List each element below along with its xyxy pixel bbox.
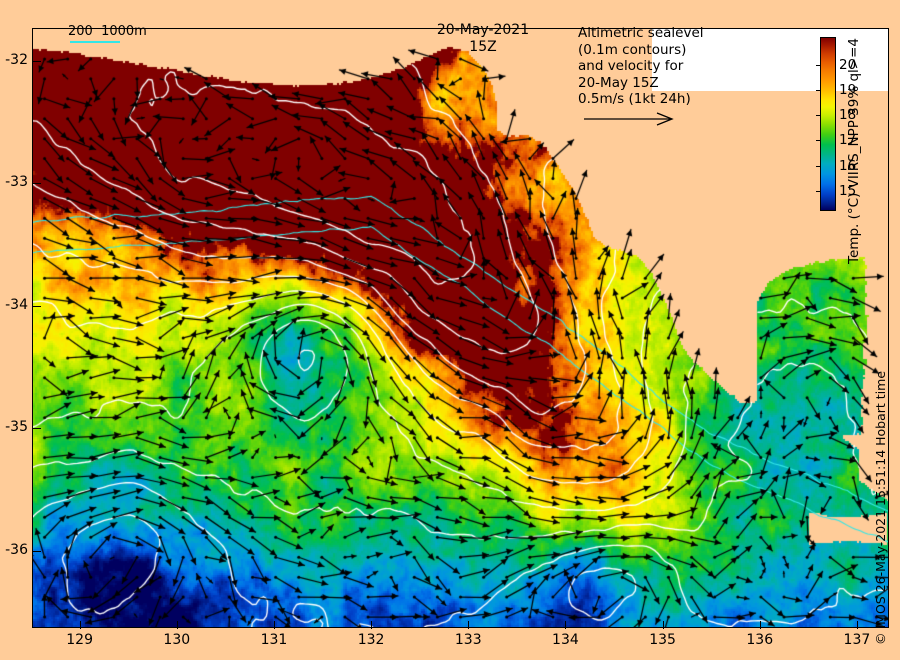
lon-tick <box>662 621 664 629</box>
lat-tick <box>33 428 41 430</box>
colorbar-tick-label: 19 <box>839 81 857 98</box>
lat-tick-label: -36 <box>5 542 28 559</box>
lon-tick <box>176 621 178 629</box>
lon-tick-label: 137 <box>843 632 871 648</box>
lon-tick <box>371 621 373 629</box>
colorbar-tick-label: 15 <box>839 182 857 199</box>
lat-tick <box>33 183 41 185</box>
lat-tick <box>33 60 41 62</box>
colorbar-tick-label: 17 <box>839 132 857 149</box>
lon-tick-label: 129 <box>66 632 93 648</box>
lon-tick-label: 135 <box>649 632 676 648</box>
lon-tick-label: 130 <box>163 632 191 648</box>
copyright-credit: © IMOS 26-May-2021 15:51:14 Hobart time <box>873 370 888 645</box>
lat-tick <box>33 305 41 307</box>
colorbar-tick <box>816 89 821 91</box>
lon-tick-label: 136 <box>746 632 774 648</box>
map-plot-area[interactable] <box>32 28 889 628</box>
scale-bar: 200 1000m <box>68 24 147 43</box>
colorbar-tick-label: 18 <box>839 107 857 124</box>
colorbar: 20 19 18 17 16 15 <box>816 37 856 211</box>
colorbar-tick <box>816 115 821 117</box>
lat-tick-label: -33 <box>5 174 28 191</box>
lat-tick-label: -32 <box>5 51 28 68</box>
time-label: 15Z <box>469 39 497 55</box>
legend-description: Altimetric sealevel (0.1m contours) and … <box>578 25 704 107</box>
contour-and-vector-overlay <box>33 29 888 627</box>
lon-tick <box>468 621 470 629</box>
lat-tick-label: -34 <box>5 296 28 313</box>
lon-tick <box>565 621 567 629</box>
colorbar-title: Temp. (°C) VIIRS_NPP 39% ql>=4 <box>846 38 862 264</box>
lon-tick-label: 131 <box>260 632 288 648</box>
colorbar-gradient <box>820 37 836 211</box>
date-title: 20-May-2021 15Z <box>418 22 548 56</box>
legend-background-panel <box>652 29 888 91</box>
lon-tick <box>79 621 81 629</box>
lon-tick <box>273 621 275 629</box>
colorbar-tick <box>816 140 821 142</box>
scale-bar-label: 200 1000m <box>68 24 147 39</box>
lon-tick <box>856 621 858 629</box>
lon-tick-label: 134 <box>552 632 579 648</box>
colorbar-tick-label: 16 <box>839 157 857 174</box>
lon-tick-label: 133 <box>454 632 482 648</box>
lat-tick <box>33 551 41 553</box>
lon-tick <box>759 621 761 629</box>
lat-tick-label: -35 <box>5 419 28 436</box>
scale-bar-line <box>70 41 120 43</box>
colorbar-tick-label: 20 <box>839 56 857 73</box>
colorbar-tick <box>816 165 821 167</box>
axis-ticks <box>0 0 900 629</box>
date-label: 20-May-2021 <box>436 22 530 38</box>
lon-tick-label: 132 <box>357 632 385 648</box>
colorbar-tick <box>816 190 821 192</box>
velocity-reference-arrow <box>584 112 674 126</box>
colorbar-tick <box>816 64 821 66</box>
